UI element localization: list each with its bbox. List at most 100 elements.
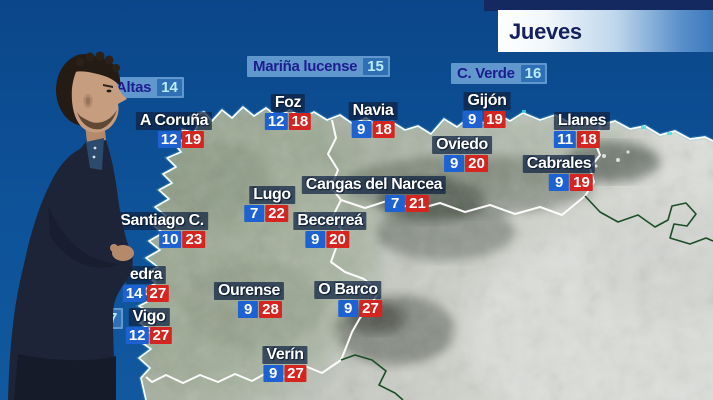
temperature-values: 9 27 bbox=[326, 300, 393, 317]
temperature-values: 9 20 bbox=[436, 155, 496, 172]
day-label: Jueves bbox=[509, 19, 582, 44]
presenter-hand bbox=[110, 244, 134, 261]
max-temp: 27 bbox=[149, 327, 173, 344]
min-temp: 12 bbox=[125, 327, 149, 344]
city-label: Cabrales 9 19 bbox=[522, 155, 596, 191]
region-label: Mariña lucense 15 bbox=[247, 56, 390, 77]
city-label: Lugo 7 22 bbox=[244, 186, 295, 222]
max-temp: 19 bbox=[181, 131, 205, 148]
temperature-values: 12 19 bbox=[143, 131, 219, 148]
min-temp: 9 bbox=[338, 300, 359, 317]
region-name: C. Verde bbox=[457, 65, 515, 82]
region-label: C. Verde 16 bbox=[451, 63, 548, 84]
sea-region-temp: 15 bbox=[363, 58, 388, 75]
city-name: edra bbox=[125, 266, 167, 284]
presenter-trousers bbox=[14, 354, 116, 400]
min-temp: 9 bbox=[305, 231, 326, 248]
temperature-values: 9 28 bbox=[225, 301, 295, 318]
max-temp: 19 bbox=[570, 174, 593, 191]
city-label: O Barco 9 27 bbox=[314, 281, 382, 317]
outer-borders bbox=[340, 195, 713, 400]
city-name: Becerreá bbox=[293, 212, 367, 230]
min-temp: 9 bbox=[351, 121, 372, 138]
city-label: Vigo 12 27 bbox=[125, 308, 173, 344]
max-temp: 27 bbox=[146, 285, 170, 302]
temperature-values: 9 27 bbox=[262, 365, 307, 382]
max-temp: 19 bbox=[483, 111, 506, 128]
max-temp: 27 bbox=[359, 300, 382, 317]
city-name: Foz bbox=[270, 94, 306, 112]
city-name: Gijón bbox=[463, 92, 511, 110]
sea-region-temp: 14 bbox=[157, 79, 182, 96]
temperature-values: 9 18 bbox=[349, 121, 398, 138]
temperature-values: 7 22 bbox=[243, 205, 289, 222]
city-name: Ourense bbox=[213, 282, 285, 300]
temperature-values: 9 19 bbox=[461, 111, 508, 128]
temperature-values: 12 18 bbox=[264, 113, 312, 130]
max-temp: 18 bbox=[288, 113, 312, 130]
presenter-shirt bbox=[86, 138, 104, 170]
region-label: Altas 14 bbox=[110, 77, 184, 98]
city-name: Navia bbox=[348, 102, 398, 120]
presenter-head bbox=[56, 51, 127, 133]
day-banner: Jueves bbox=[498, 10, 713, 52]
city-label: Verín 9 27 bbox=[262, 346, 308, 382]
temperature-values: 7 21 bbox=[335, 195, 479, 212]
min-temp: 11 bbox=[554, 131, 577, 148]
temperature-values: 10 23 bbox=[136, 231, 228, 248]
city-label: Ourense 9 28 bbox=[213, 282, 285, 318]
city-name: Vigo bbox=[128, 308, 170, 326]
top-navy-strip bbox=[484, 0, 713, 11]
city-label: A Coruña 12 19 bbox=[135, 112, 213, 148]
sea-region-temp: 16 bbox=[520, 65, 546, 82]
max-temp: 20 bbox=[465, 155, 488, 172]
min-temp: 12 bbox=[264, 113, 288, 130]
city-name: Cabrales bbox=[522, 155, 596, 173]
city-label: Santiago C. 10 23 bbox=[116, 212, 208, 248]
region-name: Mariña lucense bbox=[253, 58, 358, 75]
max-temp: 28 bbox=[259, 301, 282, 318]
min-temp: 10 bbox=[158, 231, 182, 248]
min-temp: 9 bbox=[444, 155, 465, 172]
city-label: Cangas del Narcea 7 21 bbox=[301, 176, 447, 212]
city-name: Llanes bbox=[553, 112, 611, 130]
city-name: O Barco bbox=[314, 281, 382, 299]
max-temp: 20 bbox=[326, 231, 349, 248]
max-temp: 23 bbox=[182, 231, 206, 248]
city-label: Llanes 11 18 bbox=[553, 112, 611, 148]
min-temp: 9 bbox=[238, 301, 259, 318]
city-name: Verín bbox=[262, 346, 308, 364]
temperature-values: 14 27 bbox=[122, 285, 170, 302]
city-label: Oviedo 9 20 bbox=[432, 136, 492, 172]
city-name: Cangas del Narcea bbox=[301, 176, 447, 194]
city-name: Lugo bbox=[249, 186, 295, 204]
min-temp: 12 bbox=[157, 131, 181, 148]
city-label: Foz 12 18 bbox=[264, 94, 312, 130]
max-temp: 27 bbox=[284, 365, 307, 382]
max-temp: 18 bbox=[577, 131, 600, 148]
city-name: Oviedo bbox=[432, 136, 492, 154]
city-label: Becerreá 9 20 bbox=[290, 212, 367, 248]
weather-presenter bbox=[8, 51, 134, 400]
min-temp: 7 bbox=[385, 195, 406, 212]
city-name: A Coruña bbox=[135, 112, 213, 130]
city-name: Santiago C. bbox=[116, 212, 208, 230]
city-label: edra 14 27 bbox=[122, 266, 170, 302]
min-temp: 9 bbox=[549, 174, 570, 191]
temperature-values: 9 20 bbox=[290, 231, 363, 248]
presenter-suit bbox=[8, 128, 133, 400]
min-temp: 9 bbox=[462, 111, 483, 128]
max-temp: 18 bbox=[372, 121, 395, 138]
region-name: Altas bbox=[116, 79, 152, 96]
city-label: Gijón 9 19 bbox=[461, 92, 511, 128]
city-label: Navia 9 18 bbox=[348, 102, 398, 138]
max-temp: 21 bbox=[406, 195, 429, 212]
max-temp: 22 bbox=[265, 205, 288, 222]
min-temp: 9 bbox=[263, 365, 284, 382]
temperature-values: 12 27 bbox=[125, 327, 173, 344]
temperature-values: 9 19 bbox=[535, 174, 607, 191]
min-temp: 14 bbox=[122, 285, 146, 302]
min-temp: 7 bbox=[244, 205, 265, 222]
